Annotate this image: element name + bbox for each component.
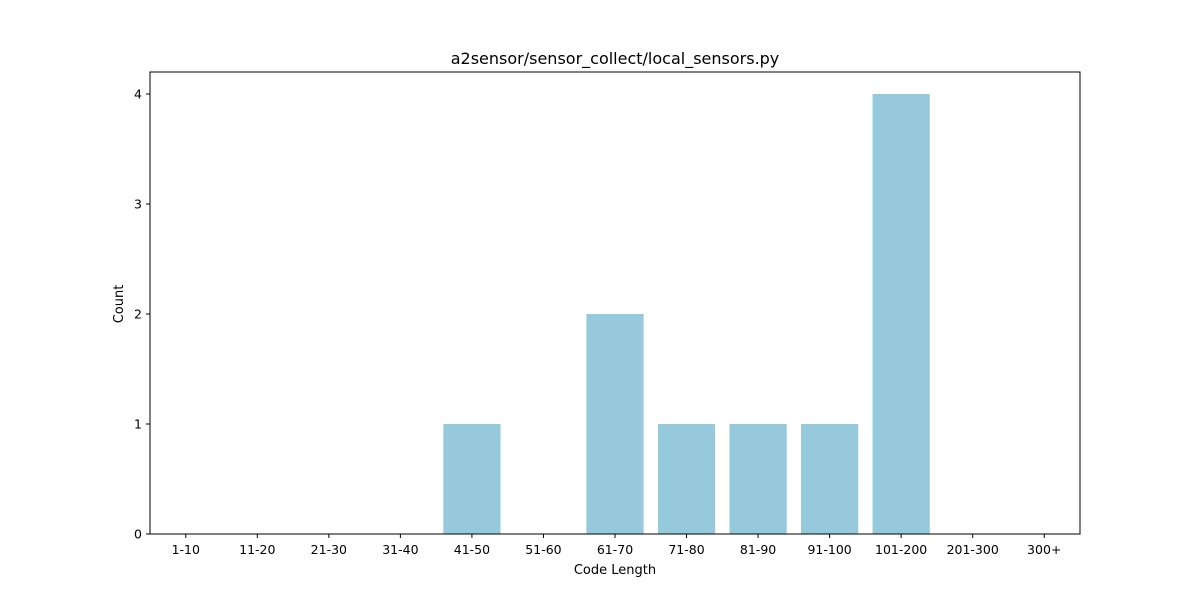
y-tick-label: 1 xyxy=(134,417,142,432)
bar-101-200 xyxy=(873,94,930,534)
x-tick-label: 1-10 xyxy=(172,542,200,557)
bar-71-80 xyxy=(658,424,715,534)
x-axis-label: Code Length xyxy=(574,563,656,578)
bar-41-50 xyxy=(443,424,500,534)
x-tick-label: 81-90 xyxy=(740,542,776,557)
y-tick-label: 2 xyxy=(134,307,142,322)
x-tick-label: 11-20 xyxy=(239,542,275,557)
x-tick-label: 21-30 xyxy=(311,542,347,557)
bars-layer xyxy=(443,94,929,534)
y-tick-label: 4 xyxy=(134,87,142,102)
y-axis-label: Count xyxy=(112,285,127,324)
x-tick-label: 300+ xyxy=(1027,542,1061,557)
x-tick-label: 41-50 xyxy=(454,542,490,557)
bar-61-70 xyxy=(586,314,643,534)
chart-title: a2sensor/sensor_collect/local_sensors.py xyxy=(451,49,780,69)
x-tick-label: 101-200 xyxy=(875,542,927,557)
x-tick-label: 51-60 xyxy=(525,542,561,557)
bar-91-100 xyxy=(801,424,858,534)
x-tick-label: 31-40 xyxy=(382,542,418,557)
x-tick-label: 201-300 xyxy=(947,542,999,557)
y-tick-label: 0 xyxy=(134,527,142,542)
y-tick-label: 3 xyxy=(134,197,142,212)
x-tick-label: 91-100 xyxy=(807,542,851,557)
x-tick-label: 71-80 xyxy=(668,542,704,557)
bar-81-90 xyxy=(729,424,786,534)
x-tick-label: 61-70 xyxy=(597,542,633,557)
